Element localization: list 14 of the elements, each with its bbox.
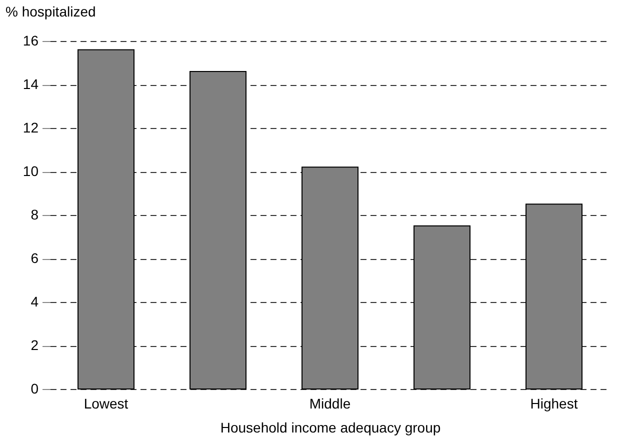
y-tick-label: 12 xyxy=(22,120,39,136)
y-axis-title: % hospitalized xyxy=(6,4,96,20)
x-axis-title: Household income adequacy group xyxy=(220,420,441,436)
y-tick-label: 8 xyxy=(30,206,39,222)
x-tick-label: Middle xyxy=(309,396,351,412)
x-tick-label: Lowest xyxy=(84,396,128,412)
y-tick-label: 6 xyxy=(30,250,39,266)
y-tick-label: 10 xyxy=(22,163,39,179)
y-tick-label: 14 xyxy=(22,76,39,92)
y-tick-label: 2 xyxy=(30,337,39,353)
y-tick-label: 16 xyxy=(22,32,39,48)
y-tick-label: 4 xyxy=(30,294,39,310)
y-tick-label: 0 xyxy=(30,380,39,396)
x-tick-label: Highest xyxy=(530,396,578,412)
